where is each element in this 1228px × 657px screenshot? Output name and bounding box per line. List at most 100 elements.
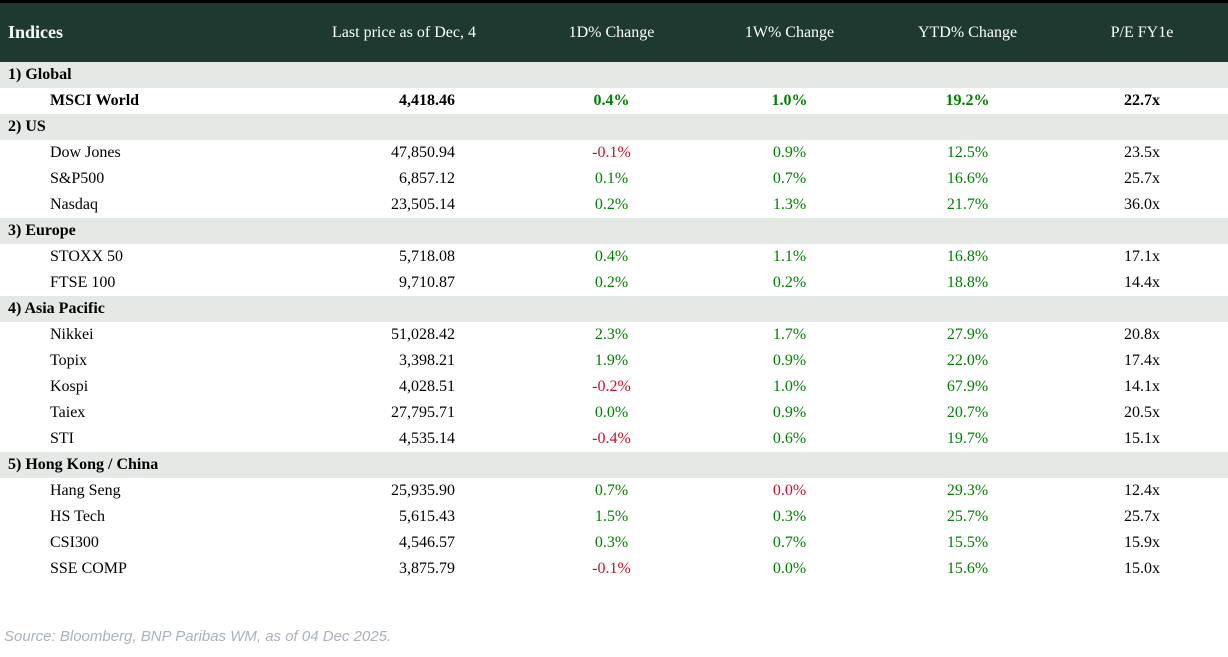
- cell-ytd-change: 12.5%: [946, 144, 989, 161]
- cell-last-price: 4,028.51: [399, 378, 455, 395]
- cell-pe: 25.7x: [1124, 170, 1160, 187]
- cell-last-price: 5,615.43: [399, 508, 455, 525]
- cell-last-price: 51,028.42: [391, 326, 455, 343]
- cell-ytd-change: 27.9%: [946, 326, 989, 343]
- cell-index-name: FTSE 100: [50, 274, 116, 291]
- cell-index-name: SSE COMP: [50, 560, 127, 577]
- section-row: 1) Global: [0, 62, 1228, 88]
- cell-1d-change: 0.0%: [594, 404, 629, 421]
- cell-last-price: 9,710.87: [399, 274, 455, 291]
- cell-index-name: MSCI World: [50, 92, 140, 109]
- table-row: SSE COMP 3,875.79 -0.1% 0.0% 15.6% 15.0x: [0, 556, 1228, 582]
- cell-last-price: 27,795.71: [391, 404, 455, 421]
- cell-last-price: 6,857.12: [399, 170, 455, 187]
- cell-1d-change: -0.1%: [592, 144, 631, 161]
- cell-pe: 23.5x: [1124, 144, 1160, 161]
- cell-ytd-change: 21.7%: [946, 196, 989, 213]
- cell-pe: 15.0x: [1124, 560, 1160, 577]
- cell-1d-change: -0.4%: [592, 430, 631, 447]
- cell-ytd-change: 67.9%: [946, 378, 989, 395]
- cell-1w-change: 1.0%: [771, 92, 808, 109]
- table-row: Hang Seng 25,935.90 0.7% 0.0% 29.3% 12.4…: [0, 478, 1228, 504]
- cell-pe: 17.1x: [1124, 248, 1160, 265]
- source-note: Source: Bloomberg, BNP Paribas WM, as of…: [4, 628, 392, 645]
- cell-pe: 22.7x: [1124, 92, 1160, 109]
- header-cell-indices: Indices: [8, 22, 64, 42]
- cell-ytd-change: 18.8%: [946, 274, 989, 291]
- cell-1w-change: 0.0%: [772, 482, 807, 499]
- cell-index-name: Topix: [50, 352, 88, 369]
- table-row: Nikkei 51,028.42 2.3% 1.7% 27.9% 20.8x: [0, 322, 1228, 348]
- cell-1w-change: 1.3%: [772, 196, 807, 213]
- indices-table: Indices Last price as of Dec, 4 1D% Chan…: [0, 0, 1228, 582]
- cell-last-price: 5,718.08: [399, 248, 455, 265]
- cell-index-name: Taiex: [50, 404, 86, 421]
- table-row: STOXX 50 5,718.08 0.4% 1.1% 16.8% 17.1x: [0, 244, 1228, 270]
- cell-pe: 12.4x: [1124, 482, 1160, 499]
- header-cell-1w-change: 1W% Change: [744, 23, 835, 41]
- cell-last-price: 3,875.79: [399, 560, 455, 577]
- cell-1w-change: 0.9%: [772, 404, 807, 421]
- section-label: 1) Global: [8, 66, 72, 83]
- header-cell-last-price: Last price as of Dec, 4: [332, 23, 476, 41]
- table-row: CSI300 4,546.57 0.3% 0.7% 15.5% 15.9x: [0, 530, 1228, 556]
- table-row: S&P500 6,857.12 0.1% 0.7% 16.6% 25.7x: [0, 166, 1228, 192]
- cell-ytd-change: 19.7%: [946, 430, 989, 447]
- section-row: 5) Hong Kong / China: [0, 452, 1228, 478]
- cell-index-name: CSI300: [50, 534, 99, 551]
- section-row: 4) Asia Pacific: [0, 296, 1228, 322]
- cell-1d-change: 0.2%: [594, 196, 629, 213]
- cell-1w-change: 0.0%: [772, 560, 807, 577]
- cell-last-price: 23,505.14: [391, 196, 455, 213]
- cell-1w-change: 1.0%: [772, 378, 807, 395]
- cell-1d-change: 0.4%: [593, 92, 630, 109]
- cell-ytd-change: 25.7%: [946, 508, 989, 525]
- cell-ytd-change: 22.0%: [946, 352, 989, 369]
- cell-1w-change: 0.9%: [772, 144, 807, 161]
- table-row: STI 4,535.14 -0.4% 0.6% 19.7% 15.1x: [0, 426, 1228, 452]
- table-row: FTSE 100 9,710.87 0.2% 0.2% 18.8% 14.4x: [0, 270, 1228, 296]
- cell-ytd-change: 19.2%: [945, 92, 990, 109]
- section-label: 5) Hong Kong / China: [8, 456, 159, 473]
- cell-ytd-change: 16.6%: [946, 170, 989, 187]
- cell-pe: 15.1x: [1124, 430, 1160, 447]
- cell-ytd-change: 20.7%: [946, 404, 989, 421]
- cell-1w-change: 0.7%: [772, 534, 807, 551]
- table-row: MSCI World 4,418.46 0.4% 1.0% 19.2% 22.7…: [0, 88, 1228, 114]
- cell-1d-change: 1.5%: [594, 508, 629, 525]
- cell-index-name: Dow Jones: [50, 144, 121, 161]
- cell-index-name: HS Tech: [50, 508, 106, 525]
- cell-last-price: 25,935.90: [391, 482, 455, 499]
- cell-1w-change: 0.6%: [772, 430, 807, 447]
- cell-pe: 20.8x: [1124, 326, 1160, 343]
- cell-index-name: S&P500: [50, 170, 105, 187]
- header-cell-ytd-change: YTD% Change: [917, 23, 1018, 41]
- cell-ytd-change: 29.3%: [946, 482, 989, 499]
- cell-index-name: Nasdaq: [50, 196, 98, 213]
- cell-1d-change: 0.4%: [594, 248, 629, 265]
- section-row: 3) Europe: [0, 218, 1228, 244]
- cell-1d-change: 0.7%: [594, 482, 629, 499]
- cell-index-name: STOXX 50: [50, 248, 124, 265]
- cell-last-price: 3,398.21: [399, 352, 455, 369]
- cell-1w-change: 0.3%: [772, 508, 807, 525]
- cell-1w-change: 0.2%: [772, 274, 807, 291]
- cell-last-price: 4,546.57: [399, 534, 455, 551]
- cell-ytd-change: 15.6%: [946, 560, 989, 577]
- cell-1d-change: 1.9%: [594, 352, 629, 369]
- cell-1d-change: -0.1%: [592, 560, 631, 577]
- cell-pe: 17.4x: [1124, 352, 1160, 369]
- table-header-row: Indices Last price as of Dec, 4 1D% Chan…: [0, 3, 1228, 62]
- table-row: Dow Jones 47,850.94 -0.1% 0.9% 12.5% 23.…: [0, 140, 1228, 166]
- header-cell-1d-change: 1D% Change: [568, 23, 655, 41]
- cell-1w-change: 0.9%: [772, 352, 807, 369]
- cell-pe: 14.1x: [1124, 378, 1160, 395]
- cell-index-name: Kospi: [50, 378, 89, 395]
- section-label: 2) US: [8, 118, 46, 135]
- cell-index-name: Hang Seng: [50, 482, 121, 499]
- cell-1d-change: 2.3%: [594, 326, 629, 343]
- table-row: Topix 3,398.21 1.9% 0.9% 22.0% 17.4x: [0, 348, 1228, 374]
- section-label: 4) Asia Pacific: [8, 300, 105, 317]
- cell-pe: 20.5x: [1124, 404, 1160, 421]
- section-label: 3) Europe: [8, 222, 76, 239]
